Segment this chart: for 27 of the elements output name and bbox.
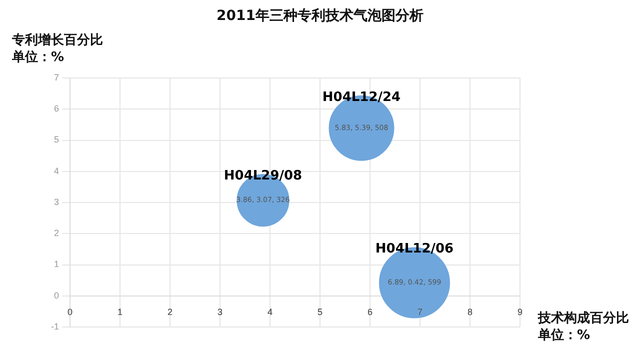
x-axis-title: 技术构成百分比 <box>538 310 629 327</box>
x-tick-label: 8 <box>467 306 473 317</box>
series-label: H04L12/06 <box>375 242 454 257</box>
x-tick-label: 0 <box>67 306 73 317</box>
x-tick-label: 6 <box>367 306 373 317</box>
y-tick-label: 3 <box>54 196 59 207</box>
x-tick-label: 1 <box>117 306 123 317</box>
x-tick-label: 9 <box>517 306 523 317</box>
y-tick-label: 2 <box>54 228 59 238</box>
y-axis-title: 专利增长百分比 <box>12 32 103 49</box>
x-tick-label: 4 <box>267 306 273 317</box>
text: 单位：% <box>538 327 590 344</box>
y-tick-label: 0 <box>54 290 59 300</box>
x-tick-label: 2 <box>167 306 173 317</box>
y-tick-label: 1 <box>54 259 59 270</box>
series-label: H04L12/24 <box>322 90 401 105</box>
y-tick-label: 6 <box>54 104 59 114</box>
x-tick-label: 7 <box>417 306 423 317</box>
y-tick-label: 7 <box>54 72 59 82</box>
y-tick-label: 4 <box>54 166 59 176</box>
text: 单位：% <box>12 49 64 66</box>
chart-title: 2011年三种专利技术气泡图分析 <box>216 8 424 25</box>
y-tick-label: -1 <box>50 321 59 332</box>
y-tick-label: 5 <box>54 134 59 145</box>
x-tick-label: 5 <box>317 306 323 317</box>
x-tick-label: 3 <box>217 306 223 317</box>
series-label: H04L29/08 <box>224 168 302 184</box>
